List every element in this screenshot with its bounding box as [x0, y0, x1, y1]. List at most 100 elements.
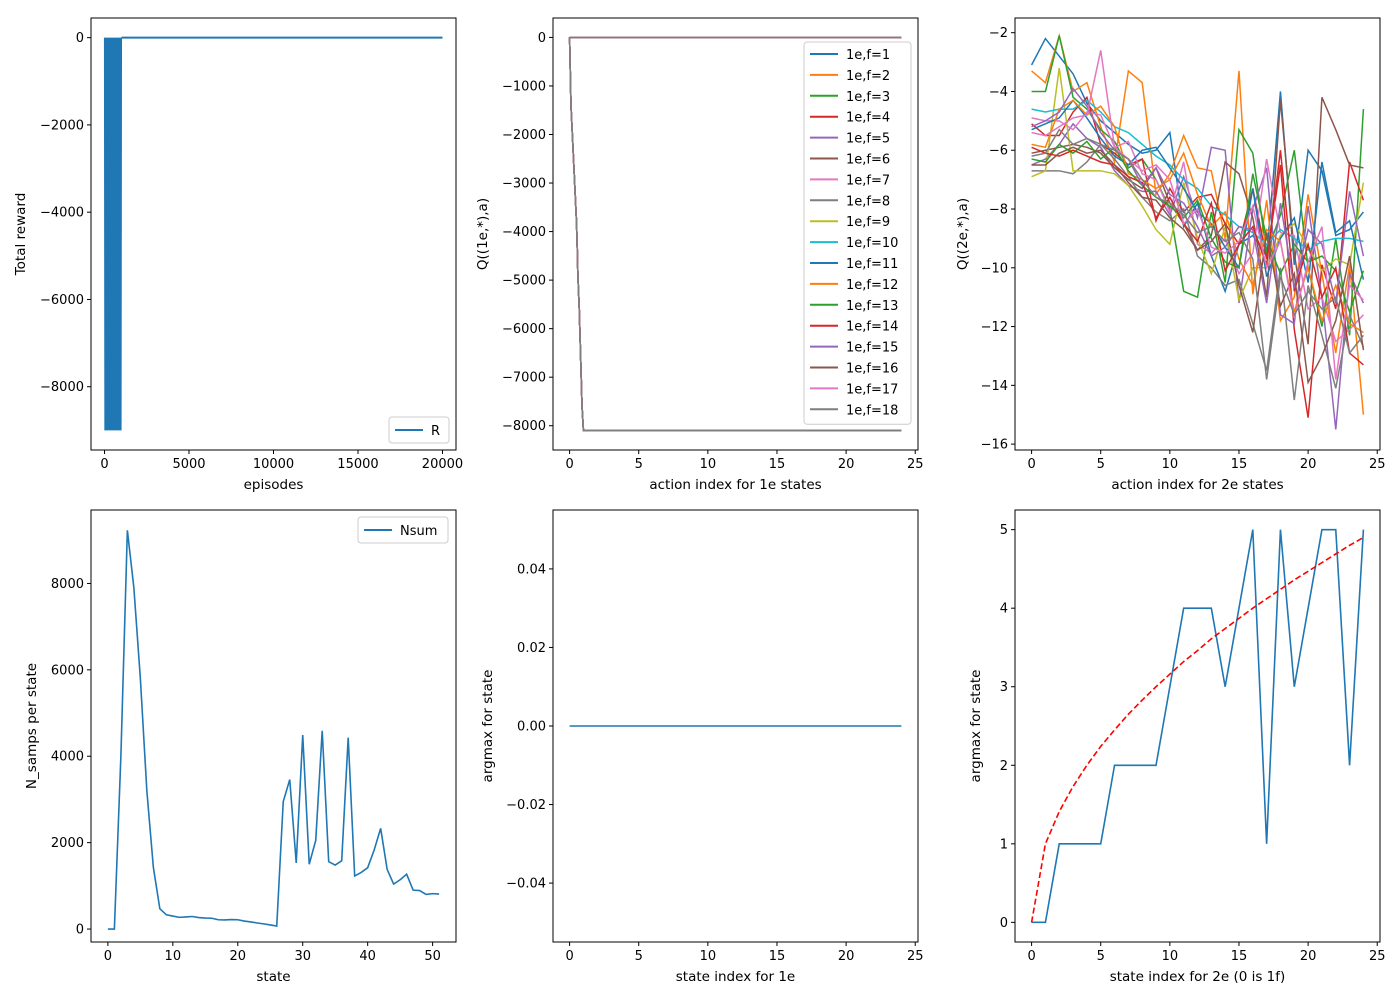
x-tick-label: 25 — [1369, 949, 1386, 964]
axes-frame — [90, 509, 457, 943]
y-axis-label: Q((1e,*),a) — [475, 198, 491, 270]
y-tick-label: −12 — [981, 320, 1008, 335]
plot-area-p4 — [107, 530, 440, 930]
y-tick-label: 5 — [1000, 523, 1008, 538]
x-tick-label: 10 — [700, 457, 717, 472]
x-tick-label: 20 — [1300, 457, 1317, 472]
legend: R — [388, 416, 450, 444]
y-tick-label: −2000 — [502, 128, 546, 143]
y-tick-label: 6000 — [51, 663, 84, 678]
series-line — [1031, 128, 1365, 380]
x-axis-label: state index for 2e (0 is 1f) — [1110, 969, 1286, 985]
x-tick-label: 0 — [1027, 949, 1035, 964]
y-tick-label: 0.02 — [517, 641, 546, 656]
x-tick-label: 10000 — [253, 457, 294, 472]
y-tick-label: −4 — [989, 85, 1008, 100]
series-line — [1031, 528, 1365, 924]
x-tick-label: 20 — [838, 457, 855, 472]
y-tick-label: −8000 — [502, 419, 546, 434]
y-tick-label: −10 — [981, 261, 1008, 276]
legend-label: 1e,f=8 — [846, 194, 890, 209]
series-line — [1031, 146, 1365, 385]
y-tick-label: −5000 — [502, 274, 546, 289]
chart-p3: 0 5 10 15 20 25 −2 −4 −6 −8 −10 −12 −14 −16 action ind… — [955, 17, 1386, 493]
series-line — [1031, 50, 1364, 380]
plot-area-p3 — [1030, 32, 1365, 430]
legend-label: 1e,f=3 — [846, 90, 890, 105]
series-line — [1031, 99, 1364, 252]
x-tick-label: 25 — [907, 949, 924, 964]
series-line — [1031, 99, 1365, 283]
legend-label: 1e,f=5 — [846, 132, 890, 147]
x-tick-label: 20 — [838, 949, 855, 964]
y-tick-label: −7000 — [502, 371, 546, 386]
legend-label: 1e,f=11 — [846, 257, 898, 272]
x-tick-label: 50 — [424, 949, 441, 964]
x-tick-label: 10 — [165, 949, 182, 964]
series-line — [1031, 95, 1365, 418]
series-line — [1031, 32, 1365, 415]
legend-label: Nsum — [400, 524, 437, 539]
x-tick-label: 15 — [1231, 949, 1248, 964]
y-tick-label: −14 — [981, 379, 1008, 394]
y-tick-label: 0 — [1000, 916, 1008, 931]
x-tick-label: 20 — [1300, 949, 1317, 964]
x-axis-label: episodes — [244, 477, 304, 493]
x-axis-label: state index for 1e — [676, 969, 795, 985]
axes-frame — [90, 17, 457, 451]
x-tick-label: 0 — [104, 949, 112, 964]
x-tick-label: 5 — [1097, 949, 1105, 964]
legend-box — [357, 516, 449, 544]
chart-p1: 0 5000 10000 15000 20000 0 −2000 −4000 −6000 −800… — [13, 17, 463, 493]
legend-label: R — [431, 424, 440, 439]
legend-label: 1e,f=18 — [846, 403, 898, 418]
legend-label: 1e,f=7 — [846, 173, 890, 188]
legend-label: 1e,f=2 — [846, 69, 890, 84]
y-tick-label: −16 — [981, 438, 1008, 453]
chart-p6: 0 5 10 15 20 25 0 1 2 3 4 5 state index for 2e (0 is… — [968, 509, 1386, 985]
y-axis-label: Q((2e,*),a) — [955, 198, 971, 270]
y-tick-label: 0.00 — [517, 720, 546, 735]
x-tick-label: 30 — [294, 949, 311, 964]
x-axis-label: state — [256, 969, 290, 985]
x-tick-label: 25 — [1369, 457, 1386, 472]
chart-p2: 0 5 10 15 20 25 0 −1000 −2000 −3000 −4000 −5000 −600… — [475, 17, 924, 493]
y-axis-label: N_samps per state — [24, 663, 40, 789]
x-tick-label: 0 — [565, 949, 573, 964]
series-line — [1031, 87, 1365, 304]
x-axis-label: action index for 1e states — [649, 477, 821, 493]
chart-p5: 0 5 10 15 20 25 0.04 0.02 0.00 −0.02 −0.04 state in… — [480, 509, 924, 985]
y-tick-label: −8000 — [40, 380, 84, 395]
axes-frame — [552, 509, 919, 943]
y-axis-label: argmax for state — [480, 670, 496, 783]
y-axis-label: Total reward — [13, 193, 29, 277]
y-tick-label: −8 — [989, 203, 1008, 218]
x-tick-label: 10 — [700, 949, 717, 964]
series-line — [1031, 143, 1365, 401]
y-tick-label: 2000 — [51, 836, 84, 851]
legend-label: 1e,f=4 — [846, 111, 890, 126]
y-tick-label: −3000 — [502, 177, 546, 192]
x-tick-label: 15 — [769, 457, 786, 472]
x-axis-label: action index for 2e states — [1111, 477, 1283, 493]
legend-label: 1e,f=10 — [846, 236, 898, 251]
x-tick-label: 5 — [1097, 457, 1105, 472]
y-tick-label: 2 — [1000, 759, 1008, 774]
y-axis-label: argmax for state — [968, 670, 984, 783]
series-line — [1031, 146, 1364, 366]
x-tick-label: 5000 — [172, 457, 205, 472]
x-tick-label: 0 — [565, 457, 573, 472]
legend-label: 1e,f=9 — [846, 215, 890, 230]
legend-label: 1e,f=17 — [846, 382, 898, 397]
legend: Nsum — [357, 516, 449, 544]
chart-p4: 0 10 20 30 40 50 0 2000 4000 6000 8000 state N_samps… — [24, 509, 457, 985]
axes-frame — [552, 17, 919, 451]
x-tick-label: 10 — [1162, 949, 1179, 964]
axes-frame — [1014, 17, 1381, 451]
y-tick-label: −4000 — [502, 225, 546, 240]
x-tick-label: 15000 — [337, 457, 378, 472]
legend: 1e,f=1 1e,f=2 1e,f=3 1e,f=4 1e,f=5 1e,f=6 1e,f… — [803, 41, 912, 425]
y-tick-label: 0 — [76, 31, 84, 46]
